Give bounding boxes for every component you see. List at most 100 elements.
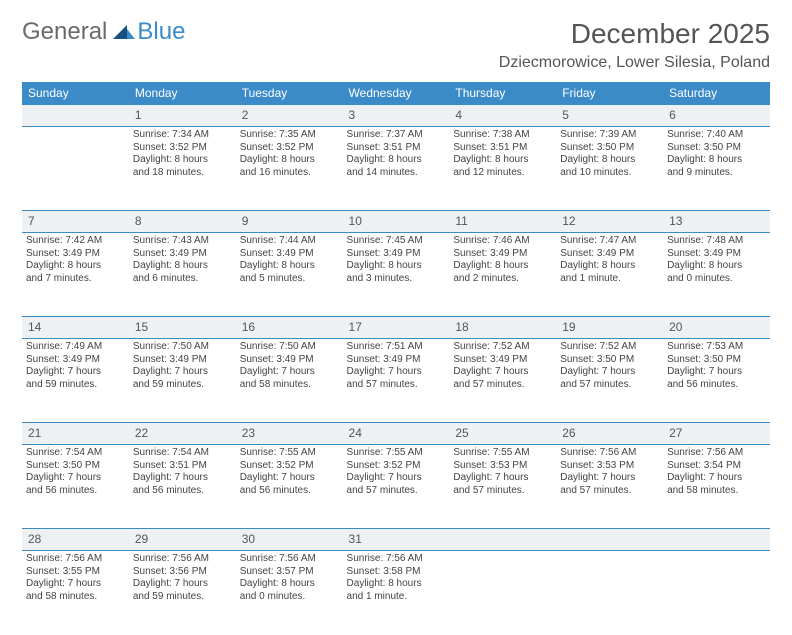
- daylight-text: Daylight: 7 hours: [667, 472, 766, 485]
- day-cell: Sunrise: 7:55 AMSunset: 3:53 PMDaylight:…: [449, 445, 556, 529]
- day-cell: Sunrise: 7:56 AMSunset: 3:58 PMDaylight:…: [343, 551, 450, 635]
- day-number-cell: 28: [22, 529, 129, 551]
- sunrise-text: Sunrise: 7:35 AM: [240, 129, 339, 142]
- day-cell: Sunrise: 7:48 AMSunset: 3:49 PMDaylight:…: [663, 233, 770, 317]
- day-number-cell: 5: [556, 105, 663, 127]
- sunset-text: Sunset: 3:53 PM: [560, 460, 659, 473]
- day-number-row: 28293031: [22, 529, 770, 551]
- daylight-text: Daylight: 7 hours: [26, 578, 125, 591]
- day-number-row: 123456: [22, 105, 770, 127]
- daylight-text: and 56 minutes.: [133, 485, 232, 498]
- daylight-text: and 58 minutes.: [26, 591, 125, 604]
- sunrise-text: Sunrise: 7:54 AM: [26, 447, 125, 460]
- sunrise-text: Sunrise: 7:39 AM: [560, 129, 659, 142]
- day-cell: Sunrise: 7:44 AMSunset: 3:49 PMDaylight:…: [236, 233, 343, 317]
- sunrise-text: Sunrise: 7:53 AM: [667, 341, 766, 354]
- day-cell: Sunrise: 7:56 AMSunset: 3:53 PMDaylight:…: [556, 445, 663, 529]
- daylight-text: and 58 minutes.: [240, 379, 339, 392]
- daylight-text: and 0 minutes.: [240, 591, 339, 604]
- day-cell: Sunrise: 7:35 AMSunset: 3:52 PMDaylight:…: [236, 127, 343, 211]
- day-number-cell: 13: [663, 211, 770, 233]
- sunset-text: Sunset: 3:49 PM: [240, 354, 339, 367]
- daylight-text: Daylight: 7 hours: [667, 366, 766, 379]
- daylight-text: and 57 minutes.: [453, 485, 552, 498]
- day-number-cell: 19: [556, 317, 663, 339]
- daylight-text: and 57 minutes.: [453, 379, 552, 392]
- daylight-text: Daylight: 7 hours: [133, 366, 232, 379]
- sunrise-text: Sunrise: 7:55 AM: [347, 447, 446, 460]
- daylight-text: and 57 minutes.: [560, 379, 659, 392]
- day-cell: Sunrise: 7:54 AMSunset: 3:51 PMDaylight:…: [129, 445, 236, 529]
- daylight-text: and 1 minute.: [347, 591, 446, 604]
- sunset-text: Sunset: 3:56 PM: [133, 566, 232, 579]
- weekday-header: Thursday: [449, 82, 556, 105]
- sunset-text: Sunset: 3:49 PM: [26, 248, 125, 261]
- day-number-cell: 1: [129, 105, 236, 127]
- day-cell: Sunrise: 7:50 AMSunset: 3:49 PMDaylight:…: [236, 339, 343, 423]
- day-cell: Sunrise: 7:50 AMSunset: 3:49 PMDaylight:…: [129, 339, 236, 423]
- sunrise-text: Sunrise: 7:52 AM: [453, 341, 552, 354]
- weekday-header: Friday: [556, 82, 663, 105]
- day-content-row: Sunrise: 7:56 AMSunset: 3:55 PMDaylight:…: [22, 551, 770, 635]
- daylight-text: and 59 minutes.: [26, 379, 125, 392]
- daylight-text: and 59 minutes.: [133, 379, 232, 392]
- sunset-text: Sunset: 3:50 PM: [667, 354, 766, 367]
- day-number-cell: 31: [343, 529, 450, 551]
- day-cell: Sunrise: 7:55 AMSunset: 3:52 PMDaylight:…: [236, 445, 343, 529]
- sunrise-text: Sunrise: 7:55 AM: [240, 447, 339, 460]
- day-number-cell: 25: [449, 423, 556, 445]
- sunset-text: Sunset: 3:50 PM: [560, 142, 659, 155]
- day-number-cell: 26: [556, 423, 663, 445]
- daylight-text: Daylight: 8 hours: [133, 154, 232, 167]
- day-number-cell: 21: [22, 423, 129, 445]
- day-number-row: 14151617181920: [22, 317, 770, 339]
- daylight-text: Daylight: 7 hours: [133, 472, 232, 485]
- daylight-text: and 12 minutes.: [453, 167, 552, 180]
- day-cell: Sunrise: 7:56 AMSunset: 3:56 PMDaylight:…: [129, 551, 236, 635]
- day-number-cell: [556, 529, 663, 551]
- sunset-text: Sunset: 3:49 PM: [667, 248, 766, 261]
- sunset-text: Sunset: 3:58 PM: [347, 566, 446, 579]
- daylight-text: Daylight: 8 hours: [347, 578, 446, 591]
- weekday-header-row: Sunday Monday Tuesday Wednesday Thursday…: [22, 82, 770, 105]
- daylight-text: and 18 minutes.: [133, 167, 232, 180]
- sunset-text: Sunset: 3:52 PM: [240, 460, 339, 473]
- daylight-text: Daylight: 8 hours: [347, 154, 446, 167]
- daylight-text: Daylight: 7 hours: [26, 472, 125, 485]
- page-title: December 2025: [499, 18, 770, 50]
- day-cell: Sunrise: 7:47 AMSunset: 3:49 PMDaylight:…: [556, 233, 663, 317]
- day-number-cell: 30: [236, 529, 343, 551]
- daylight-text: Daylight: 7 hours: [240, 366, 339, 379]
- day-cell: Sunrise: 7:54 AMSunset: 3:50 PMDaylight:…: [22, 445, 129, 529]
- sunrise-text: Sunrise: 7:49 AM: [26, 341, 125, 354]
- weekday-header: Saturday: [663, 82, 770, 105]
- day-number-cell: 6: [663, 105, 770, 127]
- day-number-cell: [663, 529, 770, 551]
- sunset-text: Sunset: 3:52 PM: [240, 142, 339, 155]
- daylight-text: Daylight: 8 hours: [26, 260, 125, 273]
- sunrise-text: Sunrise: 7:56 AM: [560, 447, 659, 460]
- day-number-cell: 3: [343, 105, 450, 127]
- day-number-cell: 2: [236, 105, 343, 127]
- day-cell: Sunrise: 7:39 AMSunset: 3:50 PMDaylight:…: [556, 127, 663, 211]
- daylight-text: Daylight: 7 hours: [240, 472, 339, 485]
- daylight-text: Daylight: 7 hours: [347, 366, 446, 379]
- day-number-cell: 24: [343, 423, 450, 445]
- daylight-text: and 9 minutes.: [667, 167, 766, 180]
- daylight-text: Daylight: 8 hours: [560, 154, 659, 167]
- weekday-header: Wednesday: [343, 82, 450, 105]
- day-cell: Sunrise: 7:52 AMSunset: 3:50 PMDaylight:…: [556, 339, 663, 423]
- daylight-text: and 56 minutes.: [667, 379, 766, 392]
- logo-text-general: General: [22, 18, 107, 46]
- day-number-cell: 22: [129, 423, 236, 445]
- day-cell: Sunrise: 7:56 AMSunset: 3:57 PMDaylight:…: [236, 551, 343, 635]
- daylight-text: and 56 minutes.: [240, 485, 339, 498]
- day-number-row: 78910111213: [22, 211, 770, 233]
- sunrise-text: Sunrise: 7:56 AM: [667, 447, 766, 460]
- daylight-text: and 57 minutes.: [560, 485, 659, 498]
- daylight-text: Daylight: 8 hours: [453, 154, 552, 167]
- daylight-text: Daylight: 8 hours: [667, 154, 766, 167]
- day-cell: Sunrise: 7:51 AMSunset: 3:49 PMDaylight:…: [343, 339, 450, 423]
- day-cell: Sunrise: 7:53 AMSunset: 3:50 PMDaylight:…: [663, 339, 770, 423]
- day-cell: [556, 551, 663, 635]
